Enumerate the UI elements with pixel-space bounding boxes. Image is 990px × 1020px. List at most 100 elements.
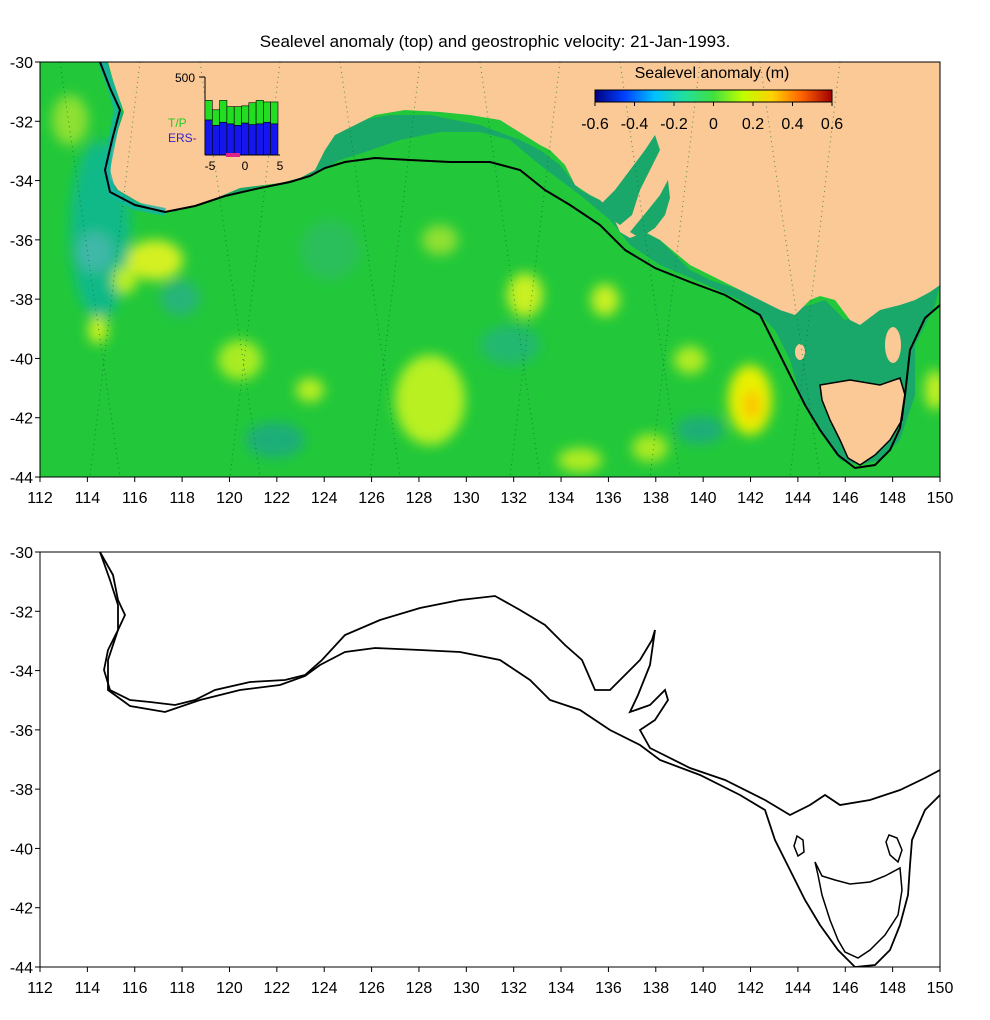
inset-y-tick: 500 [175, 71, 195, 85]
inset-ers-bar [219, 121, 228, 156]
inset-tp-bar [226, 106, 235, 125]
inset-tp-bar [270, 101, 279, 125]
top-map-x-tick-label: 150 [927, 490, 954, 507]
top-map-axes: 112 114 116 118 120 122 124 126 128 130 132 134 136 1… [10, 55, 954, 507]
top-map-x-tick-label: 120 [216, 490, 243, 507]
top-map-y-tick-label: -30 [10, 55, 33, 72]
inset-tp-bar [212, 109, 220, 126]
bottom-map-y-tick-label: -40 [10, 841, 33, 858]
colorbar-title: Sealevel anomaly (m) [635, 65, 790, 82]
bottom-map-x-tick-label: 132 [500, 980, 527, 997]
bottom-tasmania [814, 861, 903, 959]
inset-ers-bar [270, 123, 279, 156]
top-map-panel [40, 62, 940, 477]
colorbar-tick-label: 0.4 [781, 116, 803, 133]
colorbar: Sealevel anomaly (m) -0.6 -0.4 -0.2 0 0.2 0.4… [581, 65, 843, 133]
bottom-map-x-tick-label: 140 [690, 980, 717, 997]
bottom-map-x-tick-label: 124 [311, 980, 338, 997]
king-island [795, 344, 805, 360]
bottom-map-x-tick-label: 126 [358, 980, 385, 997]
top-map-x-tick-label: 144 [785, 490, 812, 507]
bottom-map-y-tick-label: -36 [10, 723, 33, 740]
inset-tp-bar [233, 106, 242, 126]
top-map-x-tick-label: 140 [690, 490, 717, 507]
colorbar-tick-label: -0.4 [621, 116, 649, 133]
figure-title: Sealevel anomaly (top) and geostrophic v… [259, 32, 731, 51]
colorbar-tick-label: 0.6 [821, 116, 843, 133]
top-map-x-tick-label: 128 [406, 490, 433, 507]
gulf-st-vincent [630, 180, 670, 238]
inset-ers-bar [226, 123, 235, 156]
colorbar-tick-label: 0.2 [742, 116, 764, 133]
top-map-y-tick-label: -32 [10, 114, 33, 131]
top-map-x-tick-label: 138 [642, 490, 669, 507]
top-map-y-tick-label: -44 [10, 470, 33, 487]
top-map-y-tick-label: -42 [10, 411, 33, 428]
bottom-flinders-island [885, 834, 903, 864]
bottom-map-x-tick-label: 130 [453, 980, 480, 997]
colorbar-tick-label: -0.2 [660, 116, 688, 133]
top-map-frame [39, 61, 941, 478]
inset-label-tp: T/P [168, 116, 187, 130]
bottom-map-x-tick-label: 120 [216, 980, 243, 997]
inset-tp-bar [248, 102, 257, 125]
bottom-map-y-tick-label: -32 [10, 604, 33, 621]
bottom-map-panel [40, 552, 940, 967]
bottom-map-x-tick-label: 136 [595, 980, 622, 997]
inset-label-ers: ERS- [168, 131, 197, 145]
bottom-map-y-tick-label: -30 [10, 545, 33, 562]
flinders-island [885, 327, 901, 363]
bottom-map-frame [39, 551, 941, 968]
colorbar-tick-label: -0.6 [581, 116, 609, 133]
top-map-x-tick-label: 130 [453, 490, 480, 507]
inset-tp-bar [263, 101, 271, 123]
top-map-x-tick-label: 132 [500, 490, 527, 507]
bottom-map-x-tick-label: 146 [832, 980, 859, 997]
bottom-coastline [99, 552, 940, 817]
inset-ers-bar [255, 123, 264, 156]
inset-ers-bar [248, 124, 257, 156]
inset-x-tick-label: -5 [205, 159, 216, 173]
top-map-y-tick-label: -34 [10, 174, 33, 191]
colorbar-gradient [594, 89, 833, 103]
bottom-map-y-tick-label: -42 [10, 901, 33, 918]
top-map-y-tick-label: -38 [10, 292, 33, 309]
top-map-y-tick-label: -36 [10, 233, 33, 250]
top-map-x-tick-label: 136 [595, 490, 622, 507]
inset-ers-bar [241, 122, 250, 156]
tasmania-coast [819, 377, 906, 466]
bottom-map-x-tick-label: 118 [169, 980, 195, 997]
inset-ers-bar [212, 125, 220, 156]
inset-ers-bar [263, 121, 271, 156]
bottom-map-x-tick-label: 148 [879, 980, 906, 997]
bottom-shelf-contour [99, 552, 940, 967]
inset-histogram: 500 T/P ERS- -5 0 5 [168, 71, 284, 173]
top-map-x-tick-label: 112 [27, 490, 53, 507]
bottom-map-x-tick-label: 128 [406, 980, 433, 997]
inset-x-tick-label: 5 [277, 159, 284, 173]
top-map-x-tick-label: 118 [169, 490, 195, 507]
bottom-map-x-tick-label: 138 [642, 980, 669, 997]
bottom-map-x-tick-label: 142 [737, 980, 764, 997]
inset-tp-bar [219, 100, 228, 123]
inset-ers-bar [204, 119, 213, 156]
bottom-map-y-tick-label: -38 [10, 782, 33, 799]
bottom-map-x-tick-label: 134 [548, 980, 575, 997]
top-map-x-tick-label: 148 [879, 490, 906, 507]
top-map-x-tick-label: 114 [75, 490, 101, 507]
bottom-map-x-tick-label: 150 [927, 980, 954, 997]
inset-marker [226, 153, 240, 157]
top-map-x-tick-label: 126 [358, 490, 385, 507]
bottom-map-x-tick-label: 122 [263, 980, 290, 997]
top-map-x-tick-label: 146 [832, 490, 859, 507]
spencer-gulf [600, 135, 660, 225]
inset-ers-bar [233, 125, 242, 156]
bottom-king-island [793, 834, 805, 858]
inset-tp-bar [255, 100, 264, 125]
bottom-map-y-tick-label: -44 [10, 960, 33, 977]
top-map-x-tick-label: 142 [737, 490, 764, 507]
land-australia [108, 62, 940, 325]
bottom-map-x-tick-label: 112 [27, 980, 53, 997]
shelf-break-contour [99, 62, 940, 470]
